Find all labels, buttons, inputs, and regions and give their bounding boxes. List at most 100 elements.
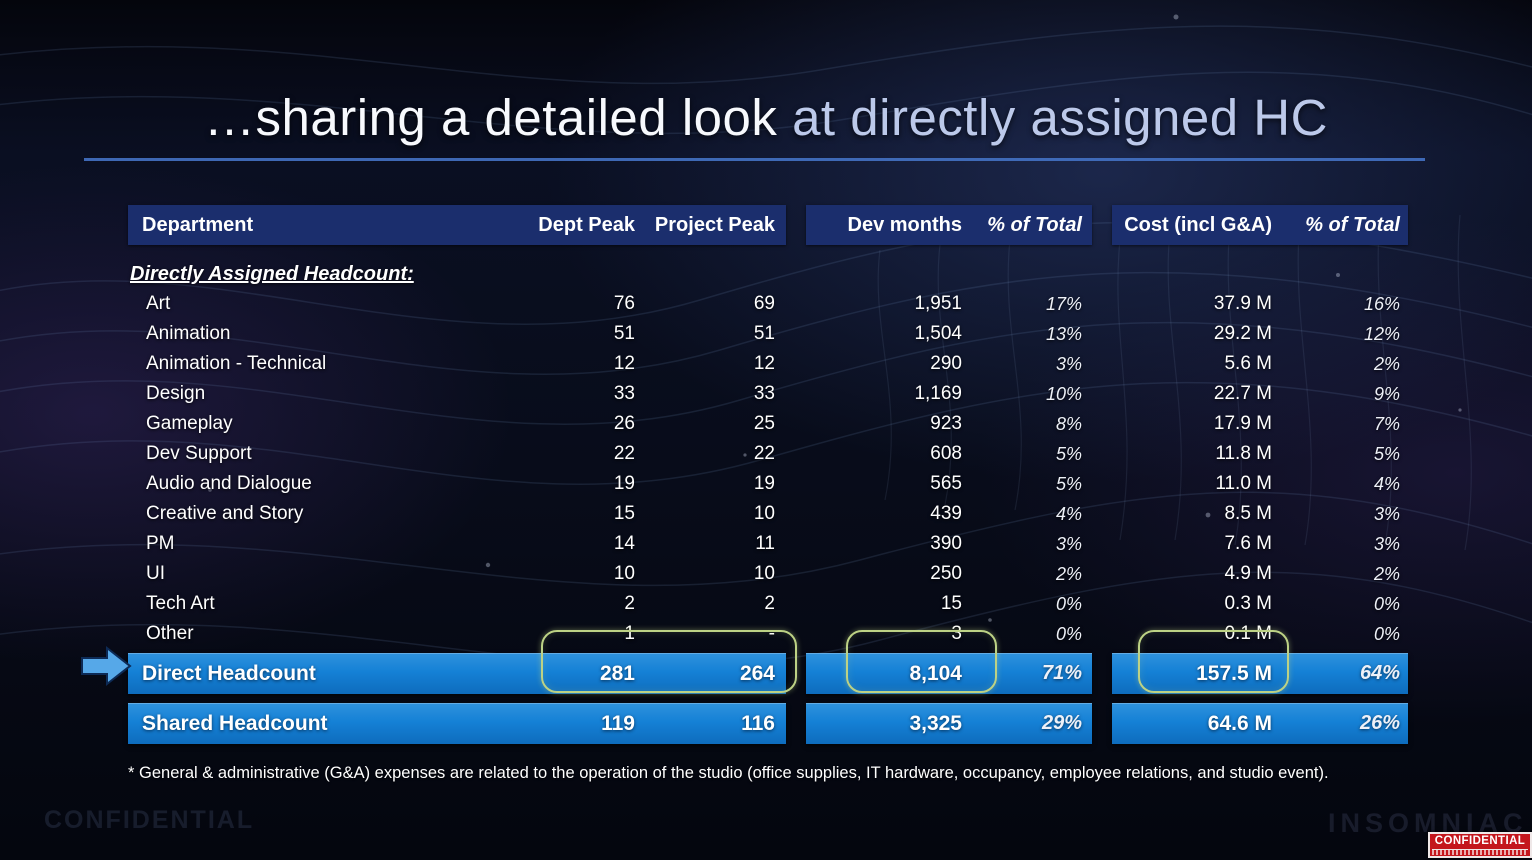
cell-cost-pct: 16% <box>1363 294 1400 314</box>
cell-dept-peak: 14 <box>613 533 635 554</box>
cell-cost-pct: 12% <box>1363 324 1400 344</box>
cell-department: Other <box>146 623 194 644</box>
cell-dev-pct: 5% <box>1055 444 1082 464</box>
cell-project-peak: - <box>768 623 775 644</box>
cell-dev-pct: 10% <box>1045 384 1082 404</box>
table-row: Other 1 - 3 0% 0.1 M 0% <box>128 619 1408 649</box>
cell-cost: 17.9 M <box>1213 413 1272 434</box>
direct-dev-pct: 71% <box>1041 662 1082 684</box>
cell-dept-peak: 1 <box>624 623 635 644</box>
cell-dept-peak: 15 <box>613 503 635 524</box>
header-project-peak: Project Peak <box>654 214 775 236</box>
direct-dev-months: 8,104 <box>909 662 962 685</box>
cell-cost: 0.1 M <box>1224 623 1272 644</box>
cell-project-peak: 11 <box>755 533 775 554</box>
cell-project-peak: 51 <box>753 323 775 344</box>
cell-project-peak: 10 <box>753 503 775 524</box>
cell-department: Art <box>146 293 171 314</box>
cell-dept-peak: 19 <box>613 473 635 494</box>
cell-dept-peak: 26 <box>613 413 635 434</box>
title-part-1: …sharing a detailed look <box>204 89 793 146</box>
cell-project-peak: 10 <box>753 563 775 584</box>
direct-cost: 157.5 M <box>1196 662 1272 685</box>
cell-dev-months: 439 <box>930 503 962 524</box>
cell-dev-pct: 17% <box>1045 294 1082 314</box>
header-group-dev-months: Dev months % of Total <box>806 205 1092 245</box>
cell-dev-months: 923 <box>930 413 962 434</box>
shared-dev-months: 3,325 <box>909 712 962 735</box>
cell-dev-months: 290 <box>930 353 962 374</box>
cell-department: Creative and Story <box>146 503 304 524</box>
table-header-row: Department Dept Peak Project Peak Dev mo… <box>128 205 1408 245</box>
cell-cost: 29.2 M <box>1213 323 1272 344</box>
cell-dev-months: 1,951 <box>914 293 962 314</box>
shared-dept-peak: 119 <box>601 712 635 735</box>
shared-dev-pct: 29% <box>1041 712 1082 734</box>
header-dev-months: Dev months <box>847 214 962 236</box>
cell-cost: 4.9 M <box>1224 563 1272 584</box>
header-cost-pct: % of Total <box>1305 214 1400 236</box>
cell-dev-pct: 8% <box>1055 414 1082 434</box>
cell-project-peak: 22 <box>753 443 775 464</box>
cell-cost: 8.5 M <box>1224 503 1272 524</box>
cell-dev-months: 608 <box>930 443 962 464</box>
cell-dev-months: 15 <box>940 593 962 614</box>
direct-headcount-label: Direct Headcount <box>142 662 316 685</box>
title-part-2: at directly assigned HC <box>792 89 1328 146</box>
confidential-stamp-fineprint <box>1432 849 1528 855</box>
cell-cost: 22.7 M <box>1213 383 1272 404</box>
headcount-table: Department Dept Peak Project Peak Dev mo… <box>128 205 1408 744</box>
cell-cost: 0.3 M <box>1224 593 1272 614</box>
shared-project-peak: 116 <box>741 712 775 735</box>
cell-department: Gameplay <box>146 413 233 434</box>
table-row: Animation 51 51 1,504 13% 29.2 M 12% <box>128 319 1408 349</box>
title-underline-rule <box>84 158 1425 161</box>
cell-department: Dev Support <box>146 443 252 464</box>
cell-dev-months: 250 <box>930 563 962 584</box>
cell-department: UI <box>146 563 165 584</box>
direct-cost-pct: 64% <box>1359 662 1400 684</box>
confidential-stamp-label: CONFIDENTIAL <box>1434 835 1526 847</box>
cell-cost-pct: 7% <box>1373 414 1400 434</box>
cell-project-peak: 19 <box>753 473 775 494</box>
cell-project-peak: 69 <box>753 293 775 314</box>
cell-cost-pct: 4% <box>1373 474 1400 494</box>
cell-department: Tech Art <box>146 593 215 614</box>
header-dev-pct: % of Total <box>987 214 1082 236</box>
cell-cost-pct: 0% <box>1373 594 1400 614</box>
table-row: PM 14 11 390 3% 7.6 M 3% <box>128 529 1408 559</box>
table-body: Art 76 69 1,951 17% 37.9 M 16% Animation… <box>128 289 1408 649</box>
total-row-direct-headcount: Direct Headcount 281 264 8,104 71% 157.5… <box>128 653 1408 694</box>
header-dept-peak: Dept Peak <box>538 214 635 236</box>
table-row: Art 76 69 1,951 17% 37.9 M 16% <box>128 289 1408 319</box>
header-group-headcount: Department Dept Peak Project Peak <box>128 205 786 245</box>
cell-dev-pct: 0% <box>1055 624 1082 644</box>
cell-project-peak: 25 <box>753 413 775 434</box>
cell-dev-pct: 2% <box>1055 564 1082 584</box>
cell-cost-pct: 2% <box>1373 564 1400 584</box>
direct-project-peak: 264 <box>739 662 775 685</box>
total-row-shared-headcount: Shared Headcount 119 116 3,325 29% 64.6 … <box>128 703 1408 744</box>
shared-headcount-label: Shared Headcount <box>142 712 328 735</box>
cell-dept-peak: 22 <box>613 443 635 464</box>
confidential-stamp: CONFIDENTIAL <box>1428 832 1532 858</box>
cell-department: Animation - Technical <box>146 353 327 374</box>
table-row: Creative and Story 15 10 439 4% 8.5 M 3% <box>128 499 1408 529</box>
cell-dev-months: 1,504 <box>914 323 962 344</box>
cell-dev-months: 1,169 <box>914 383 962 404</box>
page-title: …sharing a detailed look at directly ass… <box>0 88 1532 147</box>
direct-dept-peak: 281 <box>599 662 635 685</box>
cell-dev-pct: 3% <box>1055 354 1082 374</box>
cell-dev-months: 390 <box>930 533 962 554</box>
cell-department: Audio and Dialogue <box>146 473 312 494</box>
section-label: Directly Assigned Headcount: <box>130 263 414 285</box>
table-row: Dev Support 22 22 608 5% 11.8 M 5% <box>128 439 1408 469</box>
cell-cost: 7.6 M <box>1224 533 1272 554</box>
cell-dept-peak: 76 <box>613 293 635 314</box>
cell-cost-pct: 2% <box>1373 354 1400 374</box>
table-row: Audio and Dialogue 19 19 565 5% 11.0 M 4… <box>128 469 1408 499</box>
direct-headcount-arrow-icon <box>81 645 132 687</box>
cell-dept-peak: 12 <box>613 353 635 374</box>
cell-department: Animation <box>146 323 231 344</box>
